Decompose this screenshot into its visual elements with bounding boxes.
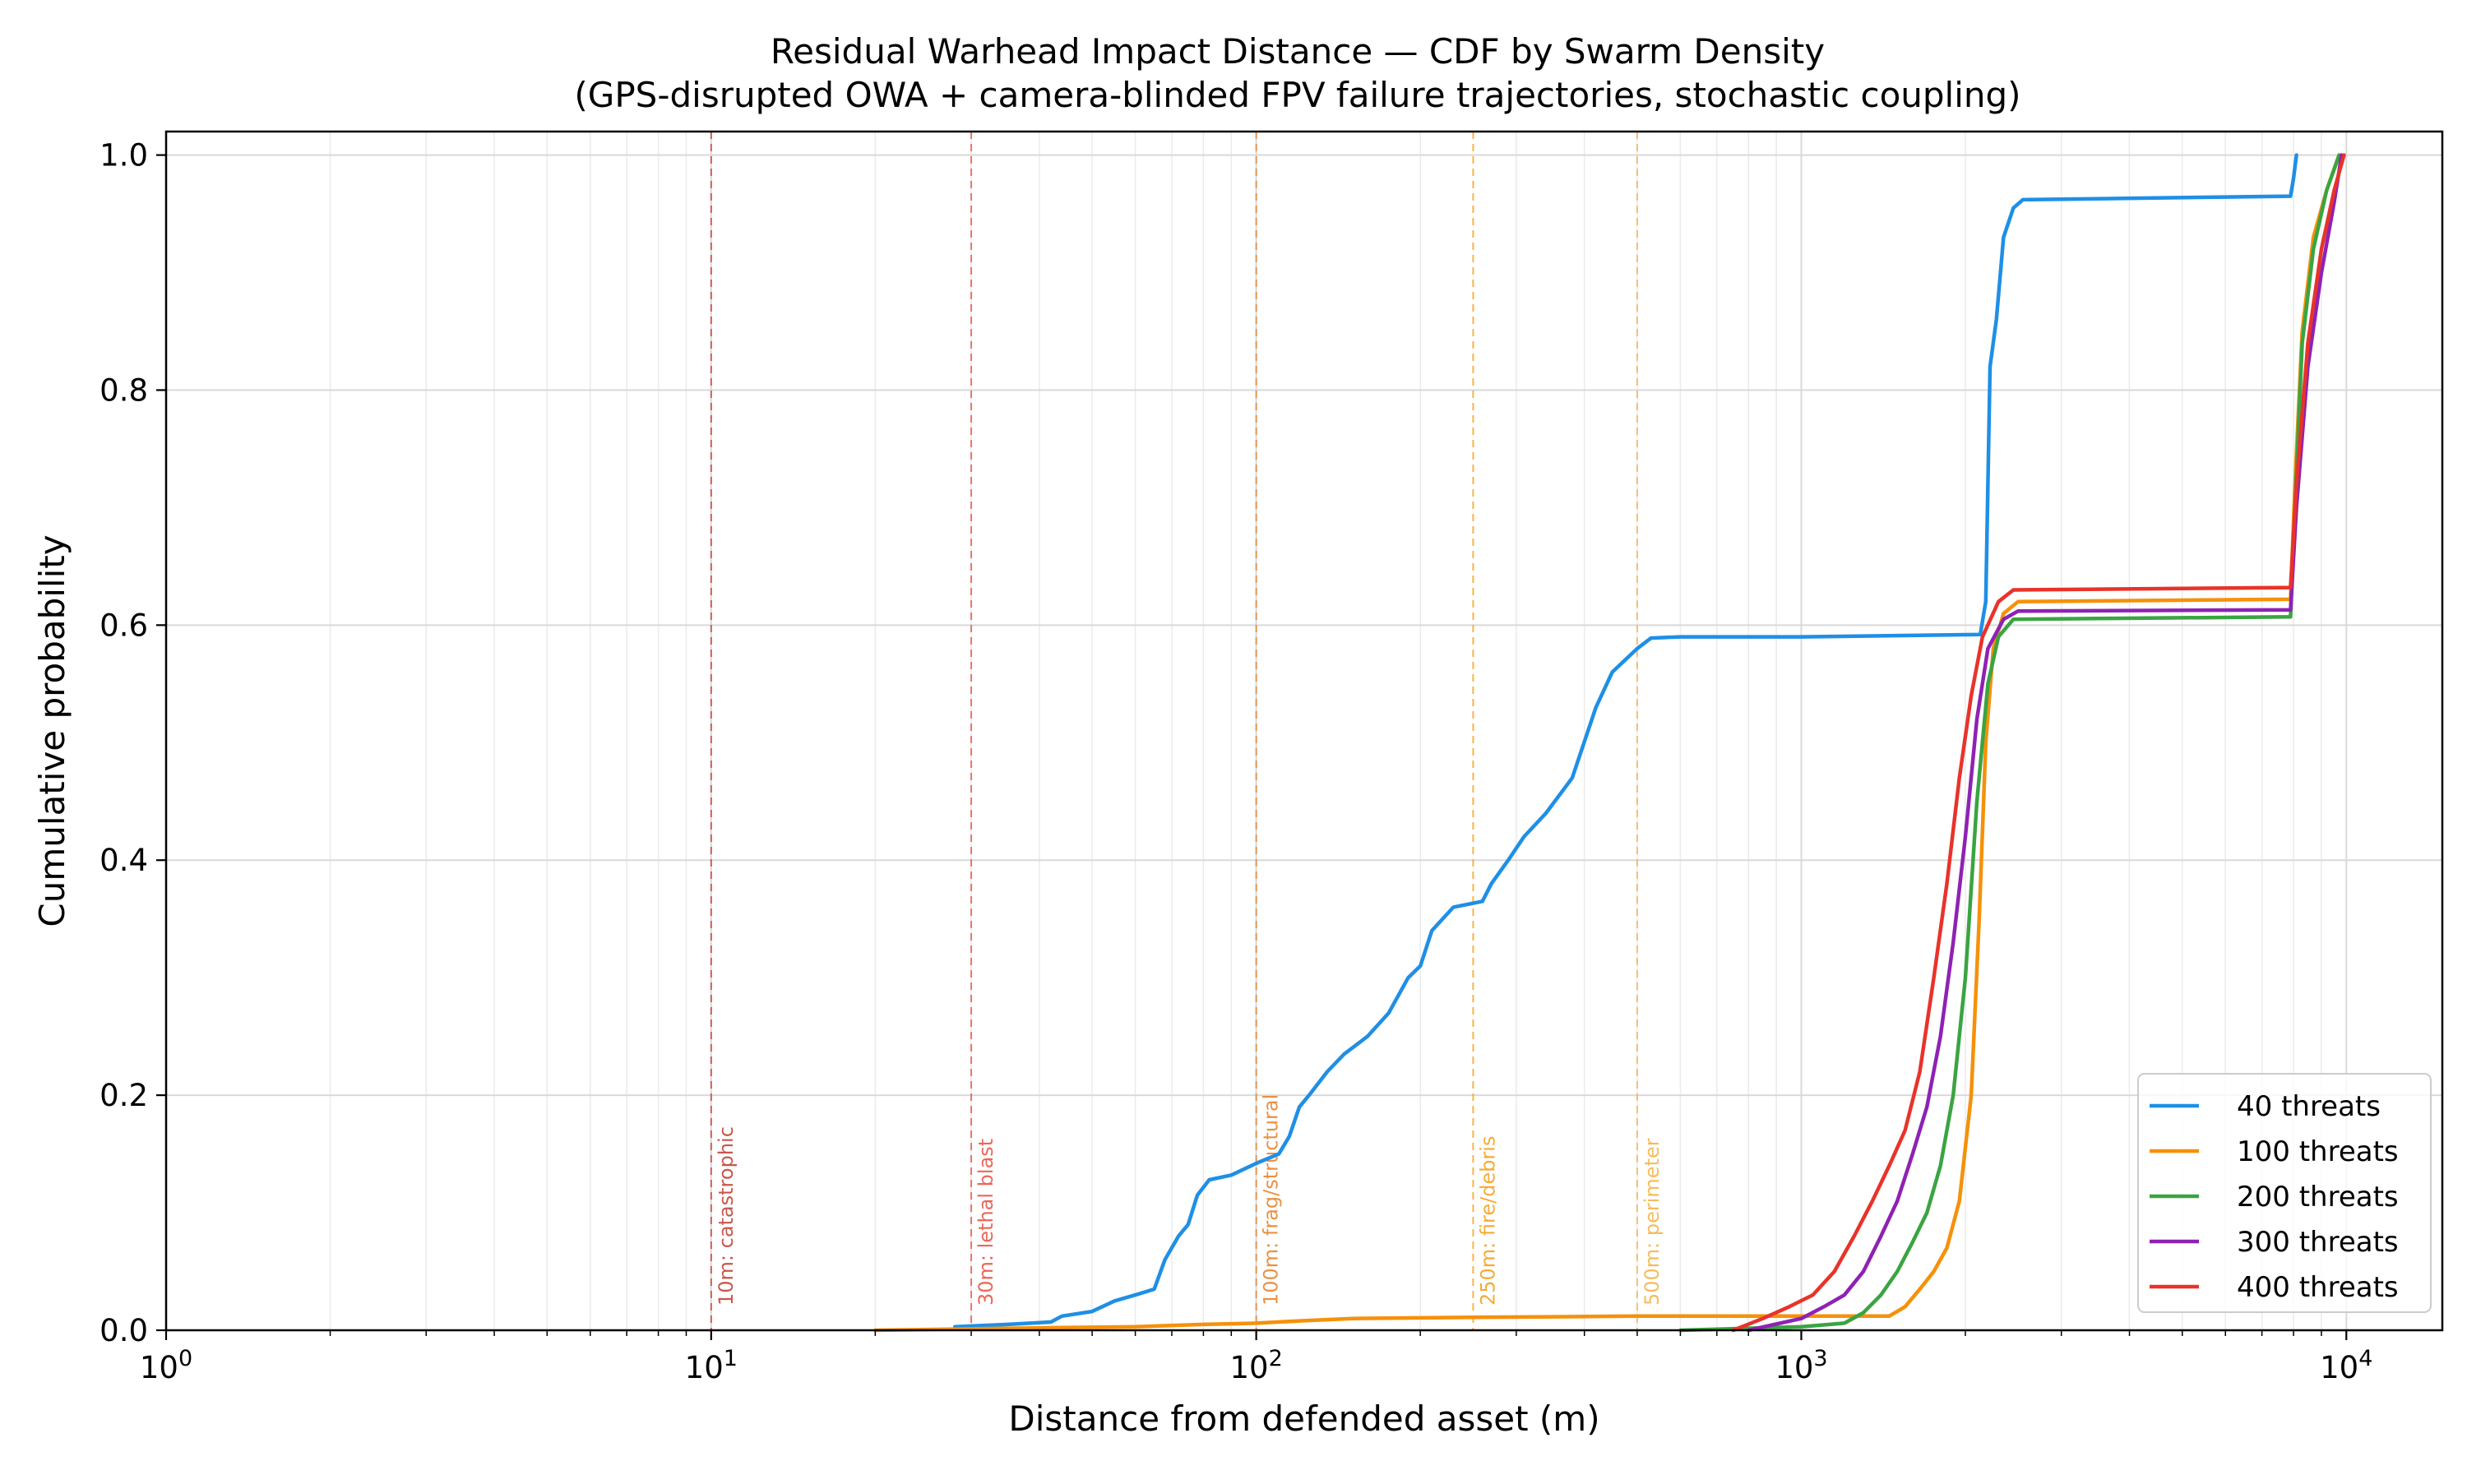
series-line <box>952 153 2298 1329</box>
y-tick-label: 0.2 <box>100 1078 148 1113</box>
y-tick-label: 0.4 <box>100 843 148 878</box>
series-line <box>1731 153 2346 1333</box>
x-tick-label: 102 <box>1230 1346 1283 1385</box>
legend-box <box>2137 1073 2432 1313</box>
x-tick-label: 104 <box>2320 1346 2372 1385</box>
y-tick-label: 0.0 <box>100 1313 148 1348</box>
axis-ticks: 0.0 0.2 0.4 0.6 0.8 1.0 100 101 102 103 104 <box>100 138 2372 1385</box>
y-tick-label: 0.6 <box>100 608 148 643</box>
threshold-label: 250m: fire/debris <box>1476 1136 1499 1306</box>
x-tick-label: 103 <box>1775 1346 1827 1385</box>
threshold-label: 100m: frag/structural <box>1260 1094 1283 1306</box>
y-tick-label: 0.8 <box>100 372 148 408</box>
x-tick-label: 100 <box>140 1346 192 1385</box>
chart-subtitle: (GPS-disrupted OWA + camera-blinded FPV … <box>574 75 2020 115</box>
legend-label: 200 threats <box>2237 1181 2399 1214</box>
legend: 40 threats 100 threats 200 threats 300 thre… <box>2137 1073 2432 1313</box>
legend-items: 40 threats 100 threats 200 threats 300 thre… <box>2150 1090 2399 1304</box>
threshold-lines: 10m: catastrophic 30m: lethal blast 100m: … <box>710 132 1664 1330</box>
y-axis-label: Cumulative probability <box>32 534 72 927</box>
series-line <box>1678 153 2341 1333</box>
series-line <box>1746 153 2344 1333</box>
legend-label: 100 threats <box>2237 1135 2399 1168</box>
legend-label: 40 threats <box>2237 1090 2381 1123</box>
threshold-label: 10m: catastrophic <box>715 1126 738 1306</box>
x-tick-label: 101 <box>685 1346 738 1385</box>
series-lines <box>873 153 2346 1333</box>
plot-frame <box>164 130 2444 1332</box>
threshold-label: 30m: lethal blast <box>974 1139 997 1306</box>
legend-label: 400 threats <box>2237 1271 2399 1304</box>
threshold-label: 500m: perimeter <box>1641 1138 1664 1306</box>
x-axis-label: Distance from defended asset (m) <box>1008 1398 1599 1439</box>
y-tick-label: 1.0 <box>100 138 148 173</box>
legend-label: 300 threats <box>2237 1226 2399 1259</box>
chart-title: Residual Warhead Impact Distance — CDF b… <box>771 31 1825 72</box>
